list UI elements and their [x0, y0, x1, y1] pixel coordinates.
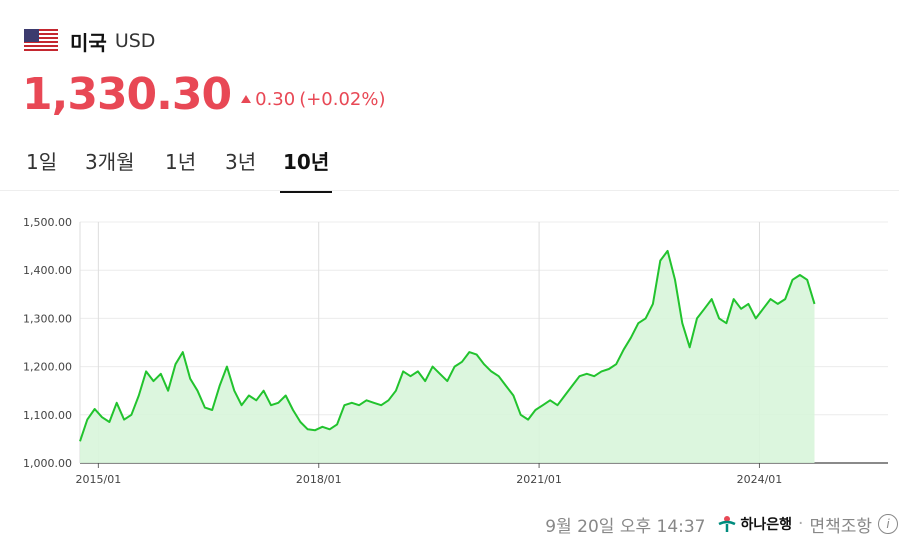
tab-3y[interactable]: 3년: [225, 150, 257, 174]
triangle-up-icon: [241, 95, 252, 103]
footer: 9월 20일 오후 14:37 하나은행 · 면책조항 i: [545, 512, 898, 537]
y-tick-label: 1,500.00: [23, 216, 72, 229]
y-tick-label: 1,300.00: [23, 312, 72, 325]
period-tabs: 1일 3개월 1년 3년 10년: [0, 140, 899, 193]
separator: ·: [798, 514, 804, 534]
current-price: 1,330.30: [22, 68, 232, 120]
bank-name: 하나은행: [740, 517, 793, 533]
y-tick-label: 1,200.00: [23, 361, 72, 374]
series-line: [79, 249, 816, 442]
bank-source: 하나은행: [716, 514, 793, 534]
x-tick-label: 2024/01: [737, 473, 783, 486]
timestamp: 9월 20일 오후 14:37: [545, 516, 706, 537]
tab-3m[interactable]: 3개월: [85, 150, 135, 174]
x-tick-label: 2015/01: [76, 473, 122, 486]
quote-row: 1,330.30 0.30 (+0.02%): [22, 68, 386, 120]
hana-bank-logo: [717, 516, 736, 532]
country-name: 미국: [70, 30, 107, 55]
price-change: 0.30 (+0.02%): [241, 88, 386, 110]
exchange-rate-chart: 1,000.00 1,100.00 1,200.00 1,300.00 1,400.00…: [23, 216, 888, 486]
us-flag-icon: [24, 29, 58, 53]
change-percent: (+0.02%): [299, 88, 386, 110]
y-tick-label: 1,100.00: [23, 409, 72, 422]
y-tick-label: 1,000.00: [23, 457, 72, 470]
info-icon[interactable]: i: [878, 514, 898, 534]
tab-1y[interactable]: 1년: [165, 150, 197, 174]
y-tick-label: 1,400.00: [23, 264, 72, 277]
x-tick-label: 2021/01: [516, 473, 562, 486]
disclaimer-link[interactable]: 면책조항: [809, 516, 872, 537]
currency-code: USD: [114, 30, 156, 52]
series-area: [80, 250, 815, 463]
tab-1d[interactable]: 1일: [26, 150, 58, 174]
tab-10y[interactable]: 10년: [280, 146, 333, 193]
currency-header: 미국 USD: [24, 26, 155, 56]
change-value: 0.30: [255, 88, 296, 110]
x-tick-label: 2018/01: [296, 473, 342, 486]
